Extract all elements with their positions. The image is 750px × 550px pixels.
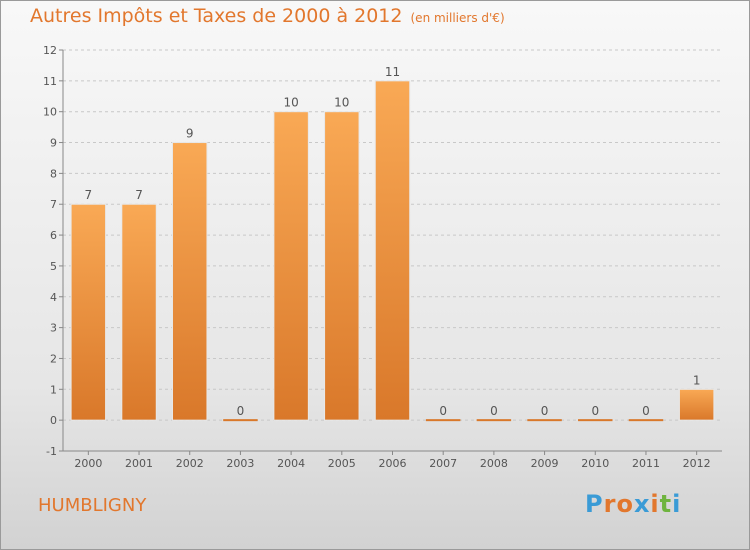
x-tick-label: 2007 (429, 457, 457, 470)
y-tick-label: 11 (43, 75, 57, 88)
bars (70, 80, 715, 422)
x-tick-label: 2011 (632, 457, 660, 470)
data-label: 11 (385, 65, 400, 79)
bar (324, 111, 360, 421)
chart-title: Autres Impôts et Taxes de 2000 à 2012 (en… (30, 5, 505, 27)
x-tick-label: 2008 (480, 457, 508, 470)
data-label: 0 (237, 404, 245, 418)
y-tick-label: 5 (50, 260, 57, 273)
y-tick-label: 7 (50, 198, 57, 211)
x-tick-label: 2005 (328, 457, 356, 470)
y-tick-label: 0 (50, 414, 57, 427)
logo-letter: o (616, 490, 634, 518)
data-label: 0 (490, 404, 498, 418)
y-tick-label: 4 (50, 291, 57, 304)
data-label: 7 (135, 188, 143, 202)
title-text: Autres Impôts et Taxes de 2000 à 2012 (30, 5, 403, 27)
bar (121, 203, 157, 421)
logo-letter: P (585, 490, 604, 518)
bar (273, 111, 309, 421)
x-tick-label: 2002 (176, 457, 204, 470)
x-tick-label: 2009 (531, 457, 559, 470)
bar (678, 388, 715, 421)
logo-letter: i (672, 490, 682, 518)
bar (578, 419, 613, 422)
y-tick-label: 3 (50, 322, 57, 335)
bar (527, 419, 562, 422)
bar (425, 419, 461, 422)
bar (628, 419, 664, 422)
commune-name: HUMBLIGNY (38, 495, 147, 516)
data-label: 0 (439, 404, 447, 418)
data-label: 10 (334, 96, 349, 110)
y-tick-label: 12 (43, 44, 57, 57)
y-tick-label: -1 (46, 445, 57, 458)
bar (374, 80, 411, 421)
y-tick-label: 2 (50, 352, 57, 365)
bar (171, 142, 208, 421)
bar (223, 419, 258, 422)
data-label: 0 (541, 404, 549, 418)
proxiti-logo: Proxiti (585, 490, 681, 518)
data-label: 9 (186, 127, 194, 141)
x-tick-label: 2003 (226, 457, 254, 470)
y-tick-label: 6 (50, 229, 57, 242)
x-tick-label: 2006 (379, 457, 407, 470)
x-tick-label: 2004 (277, 457, 305, 470)
data-label: 7 (85, 188, 93, 202)
chart-subtitle: (en milliers d'€) (410, 11, 505, 25)
bar (476, 419, 512, 422)
x-tick-label: 2000 (74, 457, 102, 470)
y-tick-label: 9 (50, 137, 57, 150)
logo-letter: x (633, 490, 651, 518)
x-tick-label: 2012 (683, 457, 711, 470)
data-label: 0 (642, 404, 650, 418)
logo-letter: t (659, 490, 673, 518)
y-tick-label: 8 (50, 167, 57, 180)
x-tick-label: 2001 (125, 457, 153, 470)
logo-letter: r (603, 490, 617, 518)
data-label: 1 (693, 373, 701, 387)
data-label: 10 (283, 96, 298, 110)
data-label: 0 (591, 404, 599, 418)
y-tick-label: 1 (50, 383, 57, 396)
x-tick-label: 2010 (581, 457, 609, 470)
data-labels: 7 7 9 0 10 10 11 0 0 0 0 0 1 (85, 65, 701, 418)
y-tick-label: 10 (43, 106, 57, 119)
logo-letter: i (650, 490, 660, 518)
bar (70, 203, 107, 421)
